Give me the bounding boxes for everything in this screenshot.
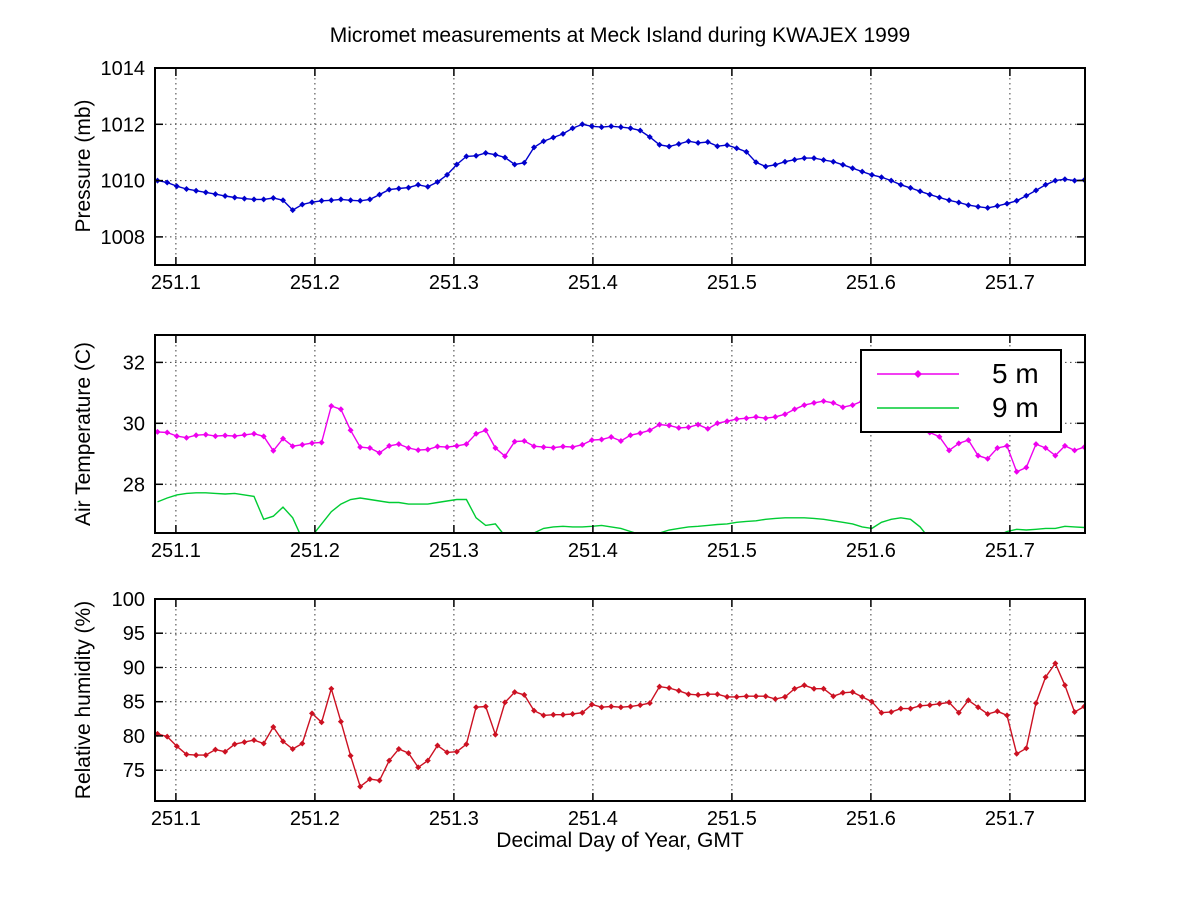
y-tick-label: 100 [112,589,145,611]
axis-box [154,334,1086,534]
y-tick-label: 95 [123,623,145,645]
x-tick-label: 251.5 [707,540,757,562]
x-tick-label: 251.6 [846,540,896,562]
humidity-plot: 251.1 251.2 251.3 251.4 251.5 251.6 251.7 75 80 8… [112,589,1086,830]
legend-label-9m: 9 m [992,392,1039,423]
x-axis-label: Decimal Day of Year, GMT [496,829,744,852]
x-tick-label: 251.4 [568,272,618,294]
x-tick-label: 251.7 [985,808,1035,830]
legend-entry-5m: 5 m [862,357,1060,391]
y-tick-label: 80 [123,726,145,748]
axis-box [154,67,1086,266]
x-tick-label: 251.3 [429,272,479,294]
humidity-axis-label: Relative humidity (%) [72,600,95,800]
y-tick-label: 90 [123,658,145,680]
series-markers-humidity [155,660,1085,790]
series-line-pressure [157,123,1085,211]
y-tick-label: 32 [123,352,145,374]
x-tick-label: 251.3 [429,808,479,830]
y-tick-label: 75 [123,760,145,782]
y-tick-label: 30 [123,413,145,435]
x-tick-label: 251.6 [846,808,896,830]
x-tick-label: 251.5 [707,272,757,294]
series-line-humidity [157,661,1085,788]
y-tick-label: 1008 [101,227,146,249]
figure-title: Micromet measurements at Meck Island dur… [329,24,911,47]
x-tick-label: 251.4 [568,540,618,562]
x-tick-label: 251.1 [151,808,201,830]
x-tick-label: 251.1 [151,540,201,562]
x-tick-label: 251.2 [290,540,340,562]
y-tick-label: 1014 [101,58,146,80]
x-tick-label: 251.5 [707,808,757,830]
x-tick-label: 251.2 [290,808,340,830]
legend: 5 m 9 m [860,349,1062,433]
y-tick-label: 1012 [101,114,146,136]
x-tick-label: 251.3 [429,540,479,562]
legend-label-5m: 5 m [992,358,1039,389]
x-tick-label: 251.6 [846,272,896,294]
y-tick-label: 28 [123,474,145,496]
pressure-axis-label: Pressure (mb) [72,99,95,233]
series-line-9-m [157,492,1085,533]
legend-line-5m-icon [877,370,959,378]
x-tick-label: 251.4 [568,808,618,830]
pressure-plot: 251.1 251.2 251.3 251.4 251.5 251.6 251.7 1008 1… [101,58,1086,294]
legend-entry-9m: 9 m [862,391,1060,425]
x-tick-label: 251.7 [985,540,1035,562]
x-tick-label: 251.7 [985,272,1035,294]
temperature-axis-label: Air Temperature (C) [72,342,95,526]
legend-line-9m-icon [877,407,959,409]
y-tick-label: 85 [123,692,145,714]
axis-box [154,598,1086,802]
y-tick-label: 1010 [101,171,146,193]
x-tick-label: 251.1 [151,272,201,294]
x-tick-label: 251.2 [290,272,340,294]
series-markers-pressure [155,121,1085,214]
